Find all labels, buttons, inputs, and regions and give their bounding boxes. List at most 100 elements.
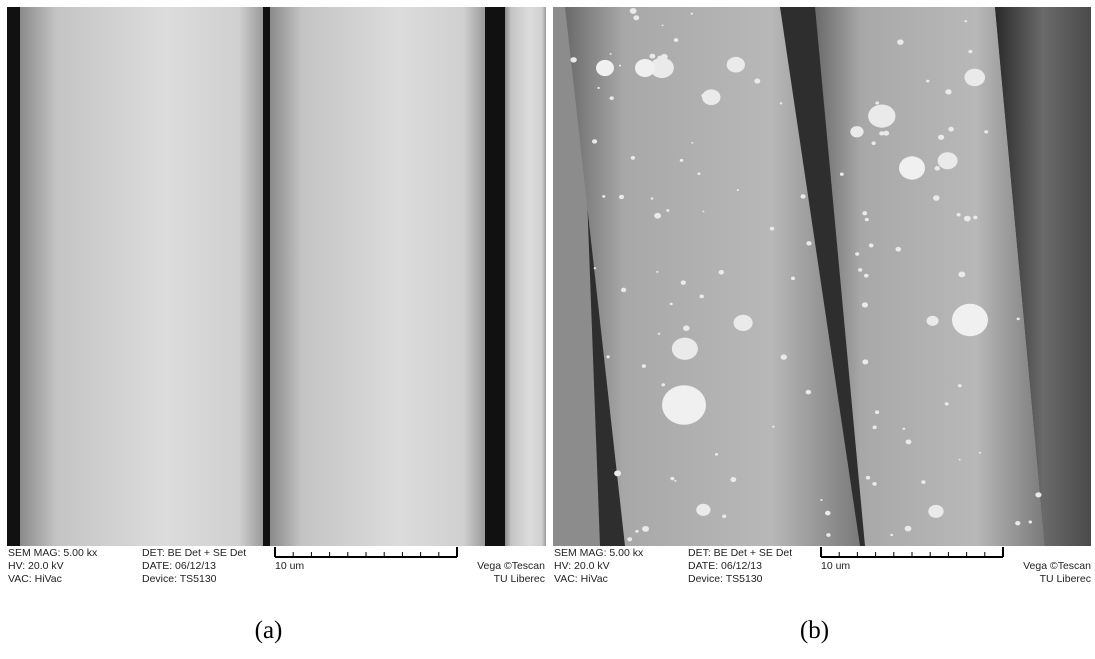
particle: [661, 383, 665, 386]
particle: [635, 530, 638, 533]
particle: [670, 303, 673, 306]
particle: [872, 482, 876, 486]
info-text: 10 um: [821, 560, 850, 572]
particle: [722, 514, 726, 518]
particle: [651, 197, 654, 199]
particle: [781, 354, 787, 359]
particle: [661, 54, 668, 60]
particle: [772, 426, 774, 428]
particle: [780, 102, 783, 104]
particle: [630, 8, 637, 14]
particle: [1015, 521, 1020, 525]
particle: [875, 101, 879, 104]
particle: [865, 218, 869, 221]
particle: [984, 130, 988, 133]
particle: [948, 127, 954, 132]
particle: [570, 57, 576, 62]
particle: [734, 315, 753, 331]
particle: [691, 13, 693, 15]
caption: (b): [800, 617, 829, 644]
particle: [666, 209, 669, 212]
particle: [862, 211, 867, 215]
particle: [906, 439, 912, 444]
particle: [791, 277, 795, 280]
particle: [875, 410, 879, 414]
particle: [633, 15, 639, 20]
particle: [697, 172, 700, 175]
particle: [606, 355, 609, 358]
particle: [654, 213, 661, 219]
particle: [964, 69, 985, 87]
particle: [619, 65, 621, 67]
particle: [921, 480, 925, 484]
particle: [979, 452, 981, 454]
particle: [602, 195, 605, 198]
particle: [614, 470, 621, 476]
particle: [691, 142, 693, 144]
particle: [730, 477, 736, 482]
particle: [938, 135, 944, 140]
info-text: HV: 20.0 kV: [554, 560, 610, 572]
figure: SEM MAG: 5.00 kxHV: 20.0 kVVAC: HiVacDET…: [0, 0, 1095, 659]
info-text: DET: BE Det + SE Det: [142, 547, 246, 559]
particle: [855, 252, 859, 255]
particle: [958, 271, 965, 277]
particle: [631, 156, 635, 160]
particle: [957, 213, 961, 216]
particle: [928, 505, 943, 518]
particle: [825, 511, 831, 516]
particle: [973, 216, 977, 220]
particle: [959, 459, 961, 461]
particle: [806, 390, 812, 395]
particle: [926, 80, 929, 83]
particle: [770, 227, 775, 231]
info-text: SEM MAG: 5.00 kx: [554, 547, 644, 559]
particle: [594, 267, 596, 269]
particle: [820, 499, 822, 501]
info-text: HV: 20.0 kV: [8, 560, 64, 572]
particle: [897, 39, 904, 45]
info-text: DATE: 06/12/13: [142, 560, 216, 572]
particle: [662, 24, 664, 26]
particle: [649, 54, 655, 59]
particle: [964, 216, 971, 222]
micrograph-b: [553, 7, 1091, 546]
particle: [596, 60, 614, 76]
particle: [945, 89, 951, 94]
info-text: VAC: HiVac: [554, 573, 608, 585]
particle: [903, 428, 906, 430]
info-text: Device: TS5130: [142, 573, 217, 585]
particle: [592, 139, 597, 143]
particle: [934, 166, 939, 171]
micrograph-a: [7, 7, 546, 546]
particle: [737, 189, 739, 191]
particle: [826, 533, 830, 537]
particle: [864, 274, 869, 278]
particle: [662, 385, 706, 425]
particle: [840, 173, 844, 176]
particle: [866, 476, 870, 480]
particle: [672, 338, 698, 360]
particle: [858, 268, 862, 272]
particle: [658, 333, 660, 335]
particle: [642, 364, 646, 368]
particle: [674, 480, 676, 482]
info-text: DATE: 06/12/13: [688, 560, 762, 572]
particle: [670, 477, 674, 480]
info-text: SEM MAG: 5.00 kx: [8, 547, 98, 559]
info-text: Vega ©Tescan: [477, 560, 545, 572]
particle: [701, 94, 706, 98]
particle: [933, 195, 940, 201]
particle: [674, 38, 679, 42]
particle: [619, 195, 624, 199]
particle: [879, 131, 884, 135]
particle: [609, 96, 613, 100]
particle: [642, 526, 649, 532]
particle: [868, 104, 895, 127]
particle: [869, 243, 874, 247]
particle: [945, 402, 949, 405]
particle: [715, 453, 718, 456]
particle: [968, 50, 972, 53]
particle: [681, 280, 686, 284]
info-text: TU Liberec: [494, 573, 545, 585]
